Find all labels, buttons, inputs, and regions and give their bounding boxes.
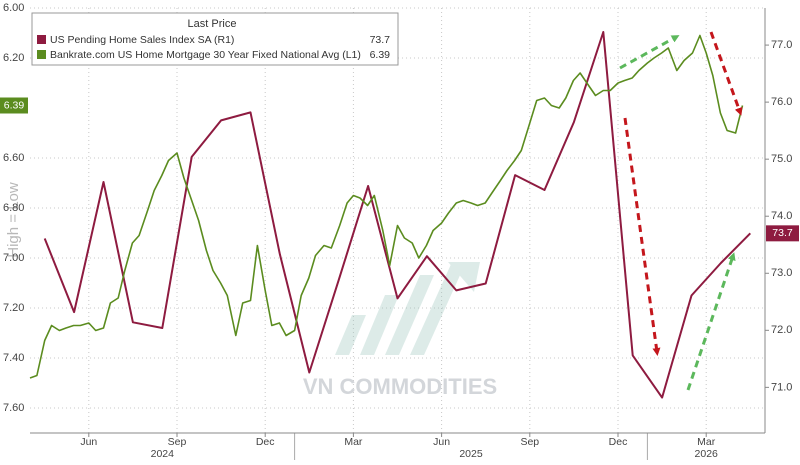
arrow bbox=[623, 117, 661, 356]
x-tick-label: Dec bbox=[609, 436, 628, 448]
last-price-label: 6.39 bbox=[4, 99, 25, 111]
y-tick-label: 7.00 bbox=[3, 252, 24, 264]
y2-tick-label: 76.0 bbox=[771, 96, 792, 108]
y2-tick-label: 71.0 bbox=[771, 381, 792, 393]
legend-header: Last Price bbox=[188, 18, 237, 30]
legend-swatch bbox=[37, 35, 46, 44]
legend: Last Price US Pending Home Sales Index S… bbox=[31, 12, 399, 66]
legend-label: US Pending Home Sales Index SA (R1) bbox=[50, 34, 234, 46]
legend-label: Bankrate.com US Home Mortgage 30 Year Fi… bbox=[50, 49, 361, 61]
annotation-arrows bbox=[619, 31, 743, 391]
x-tick-label: Mar bbox=[344, 436, 363, 448]
x-tick-label: Sep bbox=[520, 436, 539, 448]
y-tick-label: 6.60 bbox=[3, 152, 24, 164]
y2-tick-label: 72.0 bbox=[771, 324, 792, 336]
legend-value: 6.39 bbox=[370, 49, 391, 61]
arrow bbox=[709, 31, 743, 116]
y-tick-label: 7.60 bbox=[3, 402, 24, 414]
last-price-badge bbox=[766, 225, 799, 242]
legend-box bbox=[31, 12, 399, 66]
x-tick-label: Jun bbox=[433, 436, 450, 448]
year-label: 2024 bbox=[151, 448, 175, 460]
x-tick-label: Dec bbox=[256, 436, 275, 448]
y-tick-label: 7.40 bbox=[3, 352, 24, 364]
last-price-badge bbox=[0, 97, 28, 114]
y2-tick-label: 75.0 bbox=[771, 153, 792, 165]
series-line bbox=[43, 31, 752, 399]
y2-tick-label: 73.0 bbox=[771, 267, 792, 279]
x-tick-label: Mar bbox=[697, 436, 716, 448]
legend-value: 73.7 bbox=[370, 34, 391, 46]
watermark: VN COMMODITIES bbox=[303, 374, 497, 399]
arrow bbox=[619, 35, 680, 70]
y2-tick-label: 77.0 bbox=[771, 39, 792, 51]
year-label: 2026 bbox=[695, 448, 719, 460]
grid-layer bbox=[30, 7, 765, 433]
x-tick-label: Sep bbox=[168, 436, 187, 448]
series-line bbox=[29, 34, 744, 379]
y-tick-label: 6.00 bbox=[3, 2, 24, 14]
year-label: 2025 bbox=[459, 448, 483, 460]
y2-tick-label: 74.0 bbox=[771, 210, 792, 222]
y-axis-label: High = Low bbox=[5, 182, 22, 258]
series-layer bbox=[29, 31, 752, 399]
last-price-label: 73.7 bbox=[772, 227, 793, 239]
y-tick-label: 7.20 bbox=[3, 302, 24, 314]
x-tick-label: Jun bbox=[80, 436, 97, 448]
y-tick-label: 6.20 bbox=[3, 52, 24, 64]
y-tick-label: 6.80 bbox=[3, 202, 24, 214]
legend-swatch bbox=[37, 50, 46, 59]
